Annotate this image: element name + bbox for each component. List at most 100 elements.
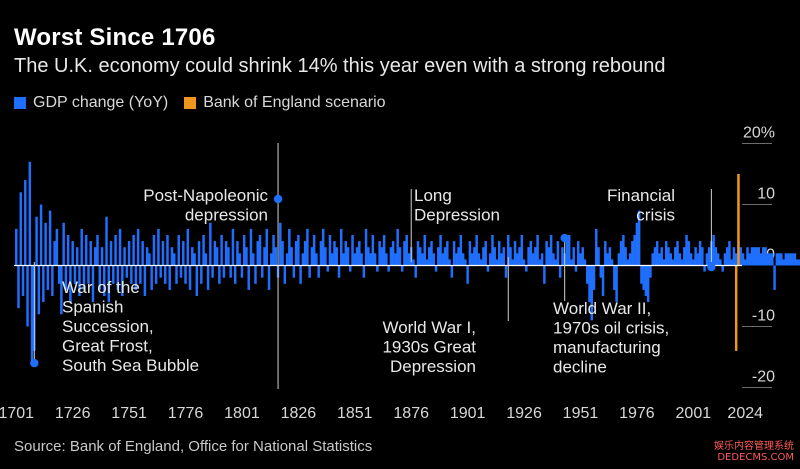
gdp-bar [421,253,424,266]
gdp-bar [116,265,120,290]
annotation-line: 1970s oil crisis, [553,319,669,338]
gdp-bar [428,247,431,266]
legend-label-gdp: GDP change (YoY) [33,94,169,111]
gdp-bar [310,247,314,266]
gdp-bar [649,265,652,278]
gdp-bar [256,241,259,266]
gdp-bar [403,241,406,266]
x-tick-label: 1951 [563,405,599,422]
gdp-bar [497,241,501,266]
gdp-bar [739,247,742,266]
gdp-bar [662,259,666,266]
gdp-bar [493,247,496,266]
gdp-bar [633,235,636,266]
gdp-bar [486,265,490,272]
gdp-bar [242,235,246,266]
gdp-bar [321,228,325,266]
gdp-bar [676,241,679,266]
annotation-marker [30,358,39,368]
gdp-bar [337,265,341,278]
gdp-bar [17,265,20,309]
gdp-bar [387,265,390,272]
watermark: 娱乐内容管理系统 DEDECMS.COM [714,441,794,463]
gdp-bar [105,216,108,266]
source-note: Source: Bank of England, Office for Nati… [14,438,373,455]
gdp-bar [191,247,194,266]
gdp-bar [473,247,476,266]
gdp-bar [434,265,438,272]
gdp-bar [475,235,478,266]
gdp-bar [430,241,433,266]
gdp-bar [631,241,634,266]
gdp-bar [455,253,458,266]
gdp-bar [640,265,643,284]
gdp-bar [127,241,131,266]
gdp-bar [572,247,575,266]
gdp-bar [378,241,381,266]
gdp-bar [168,265,171,290]
gdp-bar [71,241,74,266]
gdp-bar [319,241,323,266]
gdp-bar [655,241,659,266]
gdp-bar [504,265,508,278]
gdp-bar [349,265,352,272]
gdp-bar [789,253,792,266]
gdp-bar [574,265,578,272]
annotation-line: War of the [62,278,140,297]
gdp-bar [746,247,749,266]
gdp-bar [315,253,318,266]
gdp-bar [125,265,129,278]
gdp-bar [376,265,379,272]
annotation-line: Post-Napoleonic [143,186,268,205]
gdp-bar [782,259,785,266]
gdp-bar [267,265,271,290]
gdp-bar [394,253,397,266]
gdp-bar [554,259,557,266]
gdp-bar [628,253,632,266]
gdp-bar [107,265,111,303]
gdp-bar [231,228,235,266]
gdp-bar [358,241,361,266]
gdp-bar [141,241,144,266]
gdp-bar [150,265,153,290]
gdp-bar [389,247,393,266]
gdp-bar [64,265,68,290]
gdp-bar [186,228,190,266]
gdp-bar [703,265,706,272]
gdp-bar [132,235,135,266]
gdp-bar [224,241,228,266]
gdp-bar [272,235,275,266]
gdp-bar [380,247,384,266]
gdp-bar [53,241,56,266]
gdp-bar [579,253,582,266]
gdp-bar [750,247,754,266]
gdp-bar [461,253,465,266]
gdp-bar [274,247,278,266]
gdp-bar [437,247,440,266]
gdp-bar [439,235,442,266]
gdp-bar [734,253,738,266]
gdp-bar [795,259,799,266]
gdp-bar [567,235,571,266]
gdp-bar [173,253,176,266]
gdp-bar [206,265,210,290]
gdp-bar [96,235,99,266]
gdp-bar [540,253,544,266]
gdp-bar [163,265,167,284]
gdp-bar [595,228,598,266]
gdp-bar [531,253,535,266]
gdp-bar [136,228,140,266]
gdp-bar [333,241,336,266]
gdp-bar [382,235,386,266]
gdp-bar [326,265,329,272]
gdp-bar [556,241,560,266]
watermark-line2: DEDECMS.COM [717,452,794,463]
gdp-bar [184,265,187,284]
gdp-bar [362,265,366,278]
x-tick-label: 1851 [337,405,373,422]
gdp-bar [353,253,357,266]
gdp-bar [608,247,612,266]
annotation-label: World War II, 1970s oil crisis, manufactur… [553,299,669,377]
gdp-bar [748,253,751,266]
gdp-bar [725,247,729,266]
